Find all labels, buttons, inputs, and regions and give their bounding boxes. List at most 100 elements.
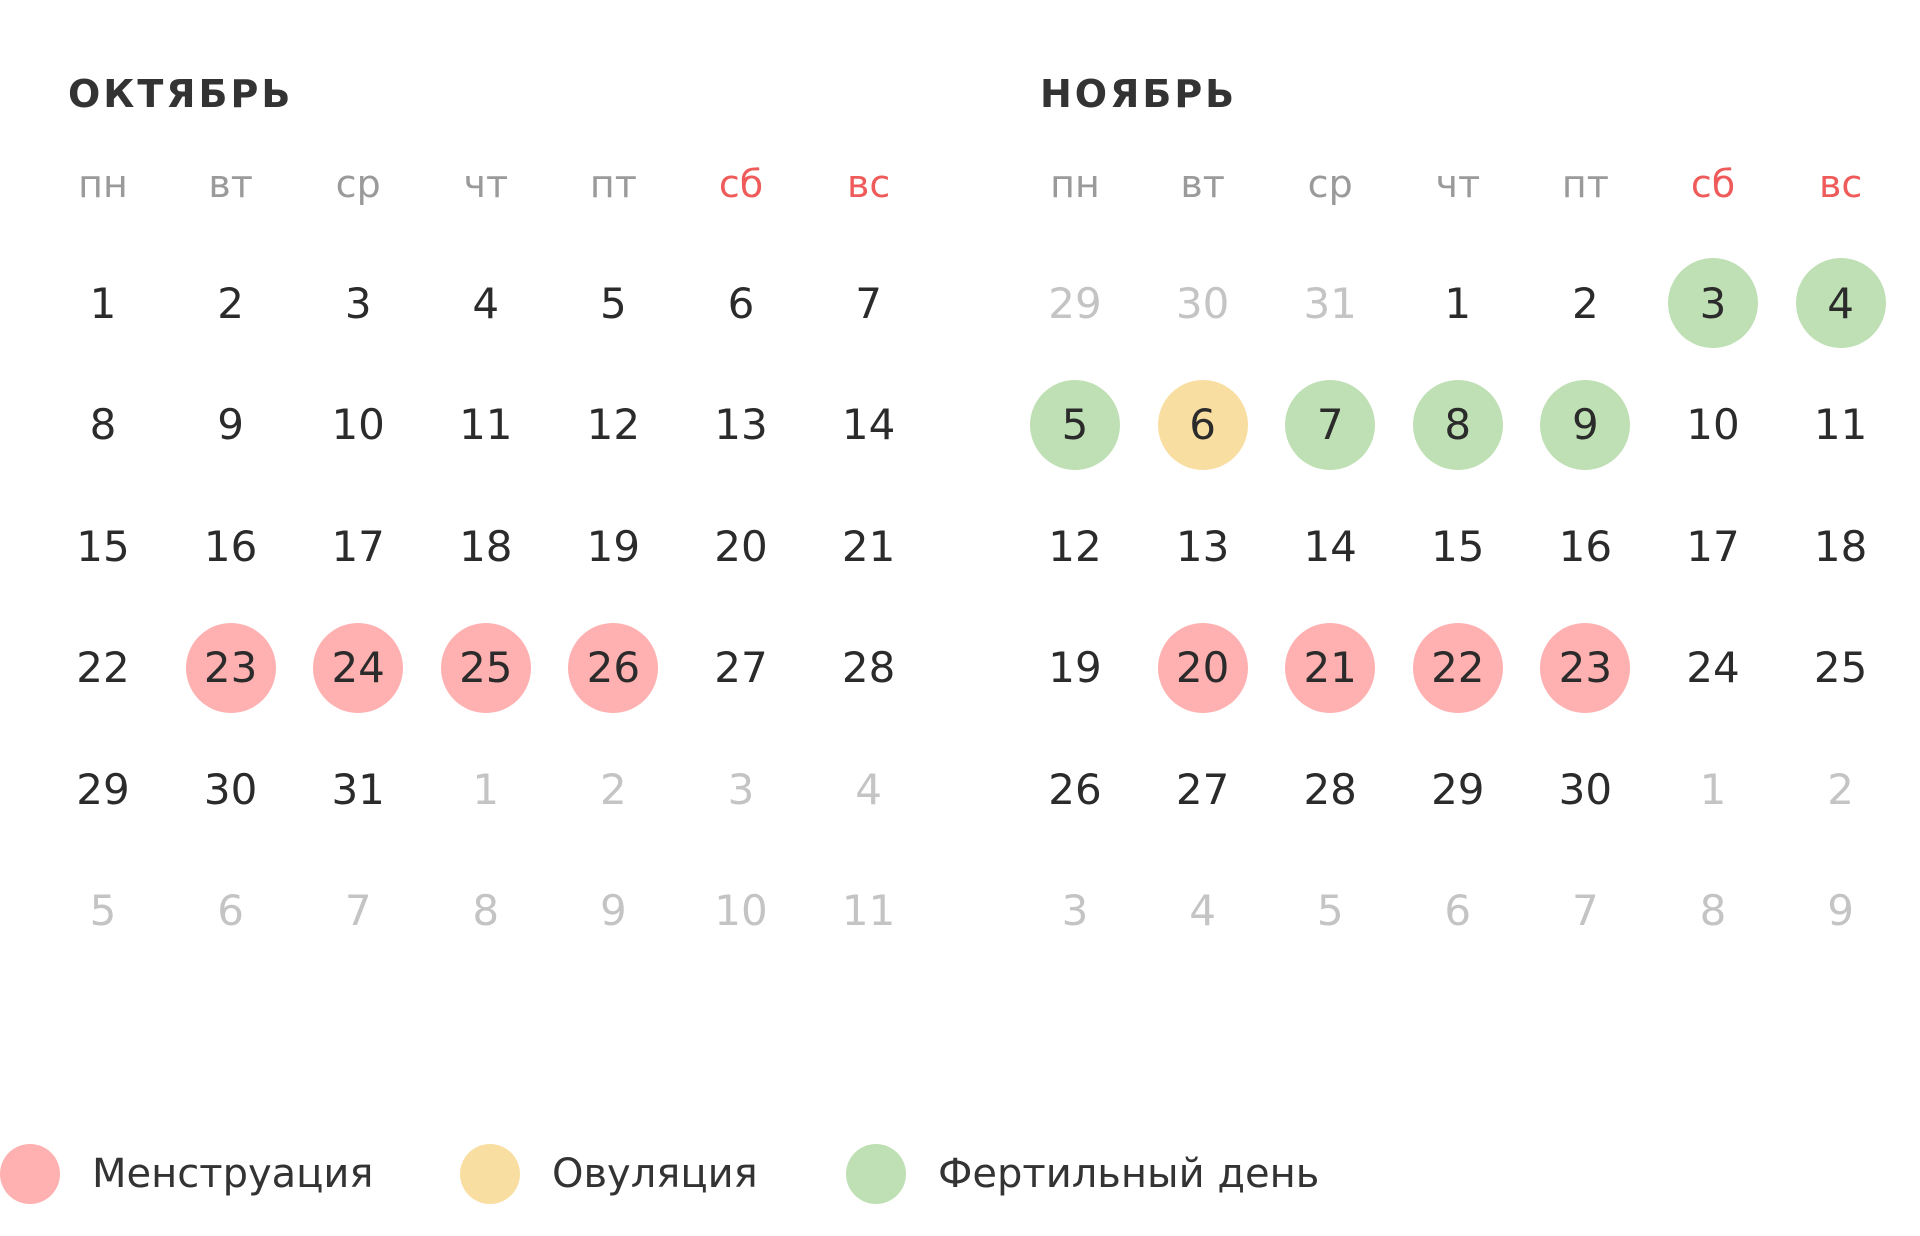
day-cell-menstruation[interactable]: 23: [1540, 622, 1631, 713]
day-cell[interactable]: 21: [841, 521, 896, 571]
day-cell[interactable]: 13: [1175, 521, 1230, 571]
day-cell[interactable]: 9: [217, 400, 244, 449]
day-cell-other-month[interactable]: 6: [217, 886, 244, 935]
day-cell[interactable]: 16: [1558, 521, 1613, 571]
day-cell-other-month[interactable]: 9: [1827, 886, 1854, 935]
fertile-dot-icon: [846, 1144, 906, 1204]
day-cell[interactable]: 14: [1303, 521, 1357, 571]
weekday-label: пн: [78, 162, 128, 206]
day-cell[interactable]: 8: [89, 400, 117, 449]
legend-label: Овуляция: [552, 1151, 758, 1197]
day-cell-other-month[interactable]: 5: [89, 886, 117, 935]
day-cell-other-month[interactable]: 30: [1175, 278, 1230, 328]
legend-item-fertile: Фертильный день: [846, 1142, 1319, 1206]
legend-item-menstruation: Менструация: [0, 1142, 373, 1206]
day-cell-fertile[interactable]: 8: [1412, 379, 1503, 470]
day-cell-other-month[interactable]: 4: [855, 764, 882, 814]
day-cell[interactable]: 10: [331, 400, 385, 449]
day-cell[interactable]: 12: [586, 400, 641, 449]
day-cell-other-month[interactable]: 7: [344, 886, 372, 935]
day-cell-menstruation[interactable]: 21: [1285, 622, 1376, 713]
day-cell-fertile[interactable]: 3: [1668, 258, 1758, 348]
day-cell[interactable]: 18: [1813, 521, 1868, 571]
day-cell[interactable]: 1: [89, 278, 117, 328]
day-cell-menstruation[interactable]: 24: [313, 622, 404, 713]
month-title: ОКТЯБРЬ: [68, 72, 294, 116]
day-cell[interactable]: 6: [727, 278, 755, 328]
day-cell-other-month[interactable]: 6: [1444, 886, 1472, 935]
day-cell-other-month[interactable]: 8: [1699, 886, 1727, 935]
day-cell[interactable]: 27: [1175, 764, 1230, 814]
day-cell[interactable]: 22: [76, 643, 130, 692]
day-cell[interactable]: 17: [1686, 521, 1740, 571]
day-cell[interactable]: 29: [1431, 764, 1485, 814]
day-cell-fertile[interactable]: 9: [1540, 379, 1631, 470]
day-cell-fertile[interactable]: 5: [1030, 379, 1120, 470]
day-cell-other-month[interactable]: 11: [841, 886, 896, 935]
weekday-label: пт: [1561, 162, 1609, 206]
day-cell[interactable]: 2: [217, 278, 244, 328]
day-cell-other-month[interactable]: 8: [472, 886, 500, 935]
day-cell[interactable]: 2: [1572, 278, 1599, 328]
weekday-label: вт: [208, 162, 253, 206]
legend-label: Фертильный день: [938, 1151, 1320, 1197]
day-cell-other-month[interactable]: 1: [472, 764, 500, 814]
day-cell[interactable]: 11: [1813, 400, 1868, 449]
day-cell[interactable]: 25: [1813, 643, 1868, 692]
day-cell-other-month[interactable]: 4: [1189, 886, 1216, 935]
weekday-label: чт: [1435, 162, 1481, 206]
day-cell-other-month[interactable]: 2: [1827, 764, 1854, 814]
day-cell[interactable]: 5: [600, 278, 627, 328]
day-cell-menstruation[interactable]: 20: [1157, 622, 1248, 713]
day-cell-ovulation[interactable]: 6: [1157, 379, 1248, 470]
day-cell[interactable]: 26: [1048, 764, 1102, 814]
day-cell[interactable]: 13: [714, 400, 768, 449]
day-cell[interactable]: 1: [1444, 278, 1472, 328]
day-cell[interactable]: 10: [1686, 400, 1740, 449]
day-cell[interactable]: 27: [714, 643, 768, 692]
day-cell-other-month[interactable]: 3: [1061, 886, 1089, 935]
day-cell[interactable]: 31: [331, 764, 385, 814]
day-cell[interactable]: 11: [459, 400, 513, 449]
day-cell-other-month[interactable]: 29: [1048, 278, 1102, 328]
day-cell[interactable]: 19: [586, 521, 641, 571]
day-cell[interactable]: 12: [1048, 521, 1102, 571]
day-cell-menstruation[interactable]: 26: [568, 622, 659, 713]
day-cell-menstruation[interactable]: 25: [440, 622, 531, 713]
day-cell[interactable]: 20: [714, 521, 768, 571]
day-cell-fertile[interactable]: 4: [1795, 258, 1886, 348]
day-cell-fertile[interactable]: 7: [1285, 379, 1376, 470]
menstruation-dot-icon: [0, 1144, 60, 1204]
day-cell-other-month[interactable]: 2: [600, 764, 627, 814]
day-cell[interactable]: 7: [855, 278, 882, 328]
day-cell[interactable]: 15: [1431, 521, 1485, 571]
day-cell[interactable]: 14: [841, 400, 896, 449]
day-cell-menstruation[interactable]: 23: [185, 622, 276, 713]
day-cell-other-month[interactable]: 9: [600, 886, 627, 935]
weekday-label: сб: [1690, 162, 1736, 206]
day-cell[interactable]: 17: [331, 521, 385, 571]
day-cell-other-month[interactable]: 7: [1572, 886, 1599, 935]
legend-item-ovulation: Овуляция: [460, 1142, 758, 1206]
day-cell[interactable]: 3: [344, 278, 372, 328]
weekday-label: чт: [463, 162, 509, 206]
day-cell[interactable]: 29: [76, 764, 130, 814]
day-cell-other-month[interactable]: 3: [727, 764, 755, 814]
day-cell-other-month[interactable]: 31: [1303, 278, 1357, 328]
day-cell[interactable]: 28: [841, 643, 896, 692]
day-cell[interactable]: 19: [1048, 643, 1102, 692]
day-cell[interactable]: 16: [203, 521, 258, 571]
weekday-label: вс: [1818, 162, 1863, 206]
day-cell-menstruation[interactable]: 22: [1412, 622, 1503, 713]
day-cell[interactable]: 30: [203, 764, 258, 814]
weekday-label: пн: [1050, 162, 1100, 206]
day-cell[interactable]: 18: [459, 521, 513, 571]
day-cell-other-month[interactable]: 10: [714, 886, 768, 935]
day-cell[interactable]: 15: [76, 521, 130, 571]
day-cell[interactable]: 24: [1686, 643, 1740, 692]
day-cell-other-month[interactable]: 1: [1699, 764, 1727, 814]
day-cell[interactable]: 30: [1558, 764, 1613, 814]
day-cell-other-month[interactable]: 5: [1316, 886, 1344, 935]
day-cell[interactable]: 4: [472, 278, 500, 328]
day-cell[interactable]: 28: [1303, 764, 1357, 814]
